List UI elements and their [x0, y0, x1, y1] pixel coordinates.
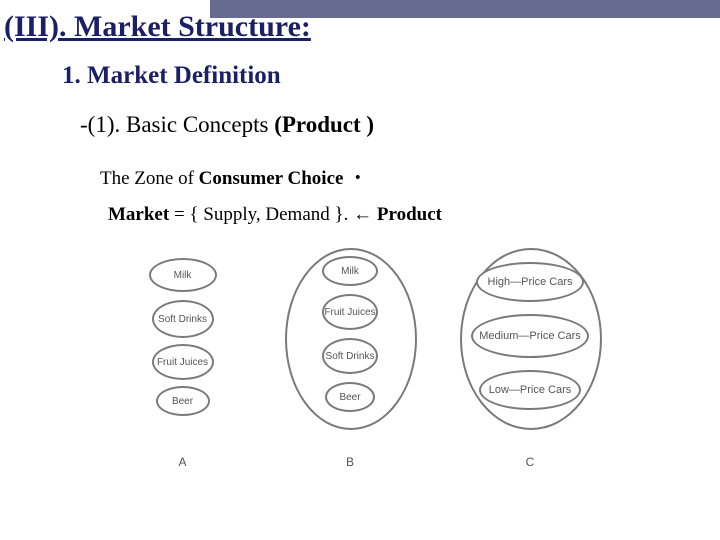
diagram-panel-a: Milk Soft Drinks Fruit Juices Beer A — [115, 250, 250, 465]
panel-label-b: B — [346, 455, 354, 469]
subheading-prefix: -(1). — [80, 112, 126, 137]
ellipse-a3: Fruit Juices — [152, 344, 214, 380]
ellipse-b4: Beer — [325, 382, 375, 412]
diagram-panel-b: Milk Fruit Juices Soft Drinks Beer B — [275, 250, 425, 465]
subheading-line: -(1). Basic Concepts (Product ) — [80, 112, 374, 138]
ellipse-c1: High—Price Cars — [476, 262, 584, 302]
diagram-panel-c: High—Price Cars Medium—Price Cars Low—Pr… — [455, 250, 605, 465]
line2-bold1: Market — [108, 204, 169, 225]
line2-bold2: ← Product — [353, 204, 442, 225]
ellipse-c3: Low—Price Cars — [479, 370, 581, 410]
title-sub: 1. Market Definition — [62, 62, 281, 90]
ellipse-b1: Milk — [322, 256, 378, 286]
line1-bold: Consumer Choice — [199, 168, 344, 189]
line1-post: ・ — [343, 168, 367, 189]
ellipse-a4: Beer — [156, 386, 210, 416]
title-main: (III). Market Structure: — [4, 10, 311, 44]
ellipse-c2: Medium—Price Cars — [471, 314, 589, 358]
ellipse-b3: Soft Drinks — [322, 338, 378, 374]
body-line-1: The Zone of Consumer Choice ・ — [100, 163, 367, 190]
consumer-zone-diagram: Milk Soft Drinks Fruit Juices Beer A Mil… — [115, 250, 605, 465]
ellipse-a2: Soft Drinks — [152, 300, 214, 338]
ellipse-b2: Fruit Juices — [322, 294, 378, 330]
subheading-product: (Product ) — [274, 112, 374, 137]
slide: { "colors": { "accent": "#1b1f66", "topb… — [0, 0, 720, 540]
panel-label-a: A — [178, 455, 186, 469]
panel-label-c: C — [526, 455, 535, 469]
ellipse-a1: Milk — [149, 258, 217, 292]
subheading-concept: Basic Concepts — [126, 112, 268, 137]
body-line-2: Market = { Supply, Demand }. ← Product — [108, 204, 442, 226]
line1-pre: The Zone of — [100, 168, 199, 189]
line2-mid: = { Supply, Demand }. — [169, 204, 353, 225]
